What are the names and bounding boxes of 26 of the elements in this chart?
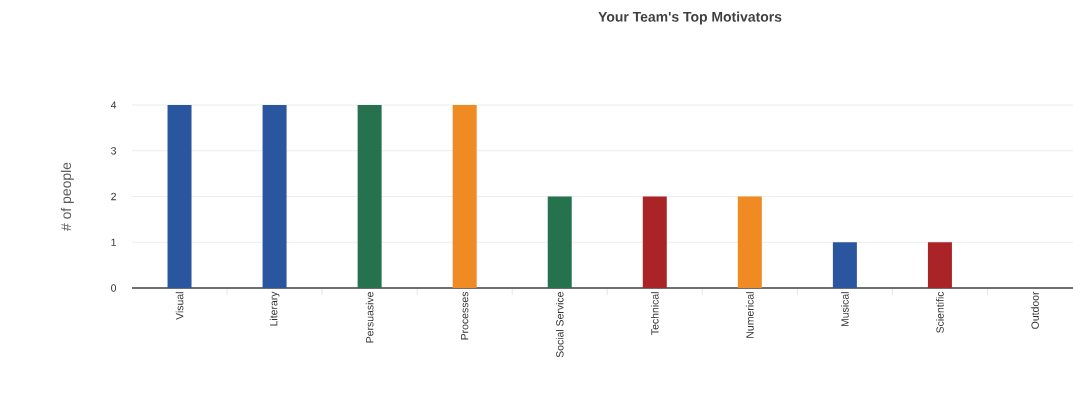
x-tick-label: Technical bbox=[650, 292, 659, 335]
bar bbox=[642, 196, 667, 288]
x-tick-label: Outdoor bbox=[1031, 291, 1039, 329]
y-tick-label: 3 bbox=[111, 147, 117, 155]
bar bbox=[832, 242, 857, 288]
x-tick-label: Numerical bbox=[745, 292, 754, 338]
x-tick-label: Processes bbox=[461, 291, 469, 340]
y-tick-label: 0 bbox=[111, 284, 117, 292]
x-tick-label: Musical bbox=[841, 292, 849, 327]
bar bbox=[357, 105, 382, 288]
bar bbox=[927, 242, 952, 288]
bar bbox=[262, 105, 287, 288]
bar bbox=[737, 196, 762, 288]
y-axis-title: # of people bbox=[60, 162, 74, 231]
bar bbox=[452, 105, 477, 288]
y-tick-label: 2 bbox=[111, 192, 116, 201]
x-tick-label: Persuasive bbox=[365, 292, 374, 343]
x-tick-label: Literary bbox=[269, 291, 280, 326]
x-tick-label: Visual bbox=[175, 292, 184, 320]
y-tick-label: 1 bbox=[111, 238, 116, 246]
bar bbox=[167, 105, 192, 288]
bar bbox=[547, 196, 572, 288]
x-tick-label: Social Service bbox=[555, 292, 564, 358]
x-tick-label: Scientific bbox=[936, 291, 944, 333]
chart-title: Your Team's Top Motivators bbox=[598, 11, 782, 25]
y-tick-label: 4 bbox=[110, 101, 117, 109]
